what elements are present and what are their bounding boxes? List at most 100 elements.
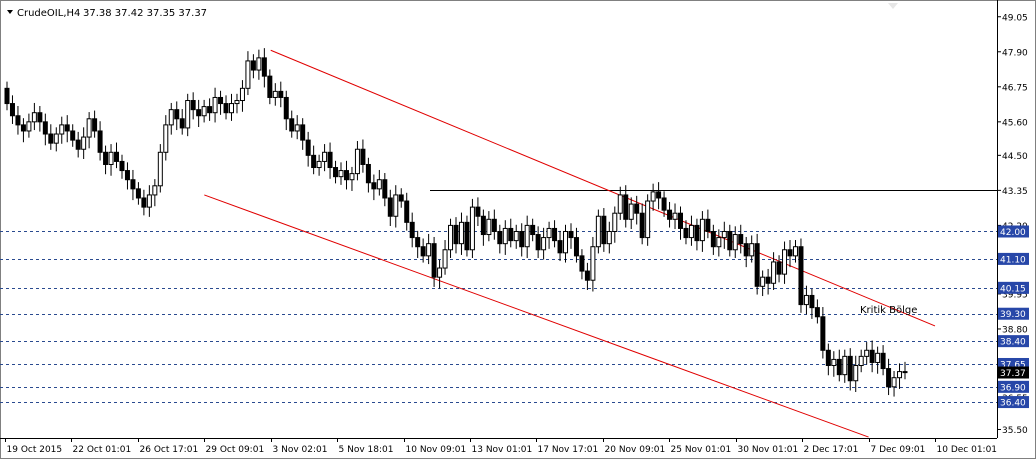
candle xyxy=(623,185,629,228)
candle xyxy=(9,95,15,124)
candle-body xyxy=(771,261,777,284)
candle-body xyxy=(584,270,590,281)
candle-body xyxy=(530,224,536,236)
candle-body xyxy=(9,103,15,117)
candle xyxy=(322,144,328,172)
candle xyxy=(573,227,579,263)
scroll-shift-icon[interactable] xyxy=(888,3,898,9)
candle-body xyxy=(349,173,355,181)
candle-body xyxy=(738,234,744,245)
candle xyxy=(486,211,492,242)
time-tick-label: 17 Nov 17:01 xyxy=(538,445,599,455)
price-level-badge xyxy=(998,281,1029,294)
candle xyxy=(207,98,213,121)
candle-body xyxy=(278,90,284,98)
candle xyxy=(168,102,174,135)
candle xyxy=(48,124,54,150)
candle-body xyxy=(256,57,262,71)
dropdown-triangle-icon[interactable] xyxy=(7,10,13,14)
candle-body xyxy=(502,227,508,245)
candle xyxy=(645,194,651,246)
candle xyxy=(765,268,771,295)
candle xyxy=(409,212,415,248)
candle-body xyxy=(360,148,366,165)
candle-body xyxy=(803,294,809,306)
candle-body xyxy=(552,227,558,242)
candle xyxy=(721,221,727,249)
candle-body xyxy=(250,60,256,71)
candle-body xyxy=(387,197,393,217)
candle xyxy=(847,348,853,391)
candle-body xyxy=(792,246,798,257)
candle xyxy=(836,349,842,382)
candle-body xyxy=(437,267,443,278)
candle xyxy=(289,110,295,138)
candle xyxy=(42,113,48,146)
candle-body xyxy=(853,365,859,382)
candle-body xyxy=(475,206,481,217)
candle-body xyxy=(710,230,716,248)
price-tick-label: 43.35 xyxy=(1002,187,1028,197)
price-level-label: 41.10 xyxy=(1000,255,1026,265)
candle xyxy=(661,191,667,217)
candle xyxy=(814,299,820,324)
candle-body xyxy=(409,221,415,239)
candle xyxy=(590,236,596,292)
candle-body xyxy=(365,163,371,184)
candle xyxy=(606,221,612,254)
candle-body xyxy=(300,124,306,141)
candle xyxy=(382,173,388,207)
candle-body xyxy=(207,106,213,114)
candle xyxy=(891,370,897,397)
candle-body xyxy=(119,160,125,172)
candle-body xyxy=(469,206,475,251)
candle xyxy=(705,209,711,239)
candle-body xyxy=(486,218,492,236)
candle-body xyxy=(179,118,185,129)
candle-body xyxy=(272,90,278,98)
candle-body xyxy=(316,160,322,169)
candle xyxy=(792,240,798,263)
candle-body xyxy=(683,227,689,239)
candle-body xyxy=(825,349,831,367)
candle-body xyxy=(245,60,251,89)
candle-body xyxy=(37,112,43,123)
candle-body xyxy=(760,276,766,287)
candle xyxy=(398,188,404,208)
candle xyxy=(163,115,169,161)
price-level-badge xyxy=(998,396,1029,409)
time-tick-label: 13 Nov 01:01 xyxy=(472,445,533,455)
candle xyxy=(404,192,410,231)
candle xyxy=(546,221,552,249)
candle xyxy=(365,157,371,193)
candle xyxy=(393,185,399,228)
price-level-label: 39.30 xyxy=(1000,310,1026,320)
candle-body xyxy=(541,237,547,251)
candle-body xyxy=(814,307,820,318)
time-tick-label: 10 Nov 09:01 xyxy=(406,445,467,455)
candle xyxy=(820,307,826,359)
current-price-badge xyxy=(998,366,1029,379)
candle-body xyxy=(343,170,349,181)
candle xyxy=(617,186,623,220)
candle xyxy=(480,209,486,246)
candle xyxy=(453,217,459,254)
candle-body xyxy=(223,103,229,114)
candle xyxy=(568,223,574,249)
candle-body xyxy=(579,255,585,272)
candle-body xyxy=(48,133,54,144)
time-tick-label: 19 Oct 2015 xyxy=(7,445,63,455)
candle xyxy=(86,112,92,149)
candle xyxy=(710,224,716,255)
price-tick-label: 47.90 xyxy=(1002,48,1028,58)
candle-body xyxy=(886,368,892,388)
candle-body xyxy=(212,96,218,114)
candle-body xyxy=(174,109,180,120)
candle-body xyxy=(114,151,120,162)
candle-body xyxy=(601,215,607,245)
candle xyxy=(272,83,278,106)
candle-body xyxy=(146,194,152,208)
channel-upper-line xyxy=(270,49,936,327)
time-tick-label: 2 Dec 17:01 xyxy=(804,445,859,455)
candle-body xyxy=(497,230,503,245)
